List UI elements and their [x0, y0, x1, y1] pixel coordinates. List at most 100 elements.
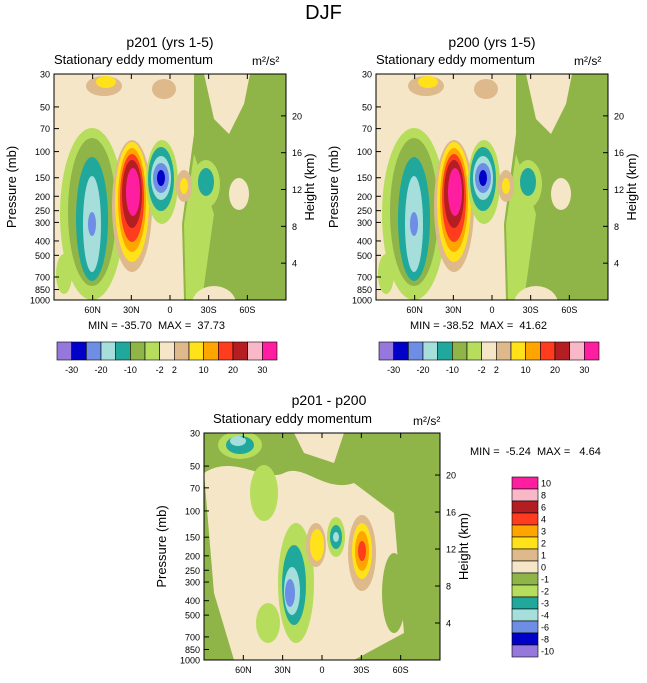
- y-tick-label: 400: [357, 236, 372, 246]
- colorbar-swatch: [481, 341, 497, 361]
- y-tick-label: 500: [357, 251, 372, 261]
- colorbar-label: 30: [579, 365, 589, 375]
- x-tick-label: 60N: [406, 305, 423, 315]
- contour-region: [54, 74, 94, 114]
- y2-axis-label: Height (km): [456, 513, 471, 580]
- panel3-units: m²/s²: [413, 414, 441, 428]
- colorbar-swatch: [130, 341, 146, 361]
- colorbar-label: -2: [156, 365, 164, 375]
- colorbar-swatch: [511, 524, 539, 538]
- contour-region: [56, 254, 72, 294]
- colorbar-swatch: [262, 341, 278, 361]
- colorbar-swatch: [511, 548, 539, 562]
- panel3-minmax: MIN = -5.24 MAX = 4.64: [470, 446, 601, 458]
- colorbar-swatch: [437, 341, 453, 361]
- contour-region: [410, 212, 418, 236]
- colorbar-swatch: [100, 341, 116, 361]
- contour-region: [514, 286, 558, 300]
- colorbar-label: 1: [541, 551, 546, 561]
- y2-tick-label: 12: [446, 545, 456, 555]
- y-tick-label: 300: [357, 218, 372, 228]
- y2-axis-label: Height (km): [302, 153, 317, 220]
- colorbar-label: -10: [124, 365, 137, 375]
- y-tick-label: 30: [362, 70, 372, 80]
- colorbar-swatch: [378, 341, 394, 361]
- y-tick-label: 400: [35, 236, 50, 246]
- y-tick-label: 100: [35, 147, 50, 157]
- colorbar-label: 3: [541, 527, 546, 537]
- y-tick-label: 200: [35, 192, 50, 202]
- y-tick-label: 200: [357, 192, 372, 202]
- y2-tick-label: 4: [292, 259, 297, 269]
- contour-region: [333, 532, 339, 542]
- contour-region: [204, 74, 250, 134]
- x-tick-label: 0: [167, 305, 172, 315]
- colorbar-swatch: [71, 341, 87, 361]
- x-tick-label: 60S: [239, 305, 255, 315]
- colorbar-swatch: [115, 341, 131, 361]
- x-tick-label: 0: [489, 305, 494, 315]
- y-axis-label: Pressure (mb): [4, 146, 19, 228]
- colorbar-swatch: [511, 512, 539, 526]
- y-tick-label: 250: [357, 206, 372, 216]
- y2-tick-label: 8: [446, 582, 451, 592]
- colorbar-swatch: [511, 608, 539, 622]
- colorbar-swatch: [510, 341, 526, 361]
- colorbar-swatch: [408, 341, 424, 361]
- colorbar-label: 10: [521, 365, 531, 375]
- panel1-minmax: MIN = -35.70 MAX = 37.73: [88, 320, 225, 332]
- contour-region: [358, 541, 366, 561]
- colorbar-label: 2: [494, 365, 499, 375]
- contour-plot: [54, 74, 286, 300]
- figure-title: DJF: [305, 2, 342, 24]
- colorbar-swatch: [554, 341, 570, 361]
- contour-region: [294, 433, 344, 463]
- contour-plot: [376, 74, 608, 300]
- y-axis-label: Pressure (mb): [154, 505, 169, 587]
- colorbar-swatch: [188, 341, 204, 361]
- y2-tick-label: 4: [614, 259, 619, 269]
- contour-region: [88, 212, 96, 236]
- colorbar-swatch: [511, 572, 539, 586]
- contour-region: [256, 603, 280, 643]
- y-tick-label: 70: [40, 124, 50, 134]
- x-tick-label: 60S: [561, 305, 577, 315]
- colorbar-label: 2: [541, 539, 546, 549]
- colorbar-swatch: [511, 620, 539, 634]
- x-tick-label: 30S: [353, 665, 369, 675]
- y-tick-label: 100: [185, 506, 200, 516]
- colorbar-swatch: [466, 341, 482, 361]
- y2-axis-label: Height (km): [624, 153, 639, 220]
- contour-region: [310, 529, 324, 561]
- y-tick-label: 30: [40, 70, 50, 80]
- panel1-units: m²/s²: [252, 54, 280, 68]
- colorbar-swatch: [174, 341, 190, 361]
- colorbar-swatch: [144, 341, 160, 361]
- colorbar-label: -8: [541, 635, 549, 645]
- colorbar-label: -30: [65, 365, 78, 375]
- colorbar-swatch: [203, 341, 219, 361]
- colorbar-swatch: [511, 584, 539, 598]
- colorbar-label: -20: [416, 365, 429, 375]
- colorbar-label: 30: [257, 365, 267, 375]
- colorbar-swatch: [511, 632, 539, 646]
- colorbar-swatch: [511, 500, 539, 514]
- y-tick-label: 50: [362, 102, 372, 112]
- contour-region: [230, 436, 246, 446]
- colorbar-swatch: [496, 341, 512, 361]
- contour-region: [551, 178, 571, 210]
- colorbar-swatch: [584, 341, 600, 361]
- y-tick-label: 700: [357, 273, 372, 283]
- y2-tick-label: 20: [614, 111, 624, 121]
- y2-tick-label: 20: [292, 111, 302, 121]
- contour-region: [520, 168, 536, 196]
- colorbar-swatch: [511, 560, 539, 574]
- y-tick-label: 150: [35, 173, 50, 183]
- contour-region: [474, 79, 498, 99]
- y2-tick-label: 12: [614, 185, 624, 195]
- x-tick-label: 30S: [201, 305, 217, 315]
- y-tick-label: 200: [185, 551, 200, 561]
- contour-field: [376, 74, 608, 300]
- y-tick-label: 1000: [352, 296, 372, 306]
- contour-region: [229, 178, 249, 210]
